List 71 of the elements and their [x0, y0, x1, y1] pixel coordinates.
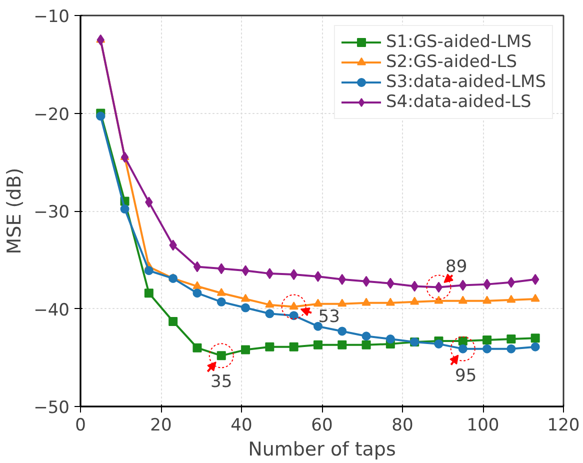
- legend-label: S4:data-aided-LS: [386, 92, 532, 112]
- point: [96, 112, 106, 121]
- y-tick-label: −40: [34, 300, 70, 320]
- point: [144, 266, 154, 276]
- point: [192, 281, 202, 290]
- annotation: 53: [318, 307, 340, 328]
- point: [193, 261, 202, 272]
- point: [434, 339, 444, 348]
- point: [434, 296, 444, 304]
- point: [338, 340, 347, 350]
- point: [265, 342, 274, 352]
- legend-label: S2:GS-aided-LS: [386, 52, 517, 72]
- point: [362, 298, 371, 306]
- y-axis-title: MSE (dB): [4, 168, 26, 254]
- point: [530, 334, 540, 343]
- point: [362, 332, 371, 341]
- x-tick-label: 120: [547, 416, 580, 436]
- point: [289, 342, 298, 352]
- point: [144, 288, 154, 298]
- point: [338, 298, 347, 307]
- legend-label: S3:data-aided-LMS: [386, 72, 546, 92]
- x-tick-label: 80: [392, 416, 414, 436]
- annotation: 89: [446, 256, 468, 277]
- x-tick-label: 40: [230, 416, 252, 436]
- point: [216, 288, 226, 296]
- point: [265, 309, 274, 318]
- point: [410, 296, 420, 305]
- point: [530, 342, 540, 352]
- point: [386, 298, 395, 306]
- point: [458, 296, 468, 304]
- point: [290, 269, 298, 280]
- y-tick-label: −10: [34, 7, 70, 27]
- point: [338, 326, 347, 336]
- point: [362, 340, 371, 350]
- point: [241, 294, 250, 302]
- point: [192, 343, 202, 352]
- legend-label: S1:GS-aided-LMS: [386, 32, 532, 52]
- y-tick-label: −50: [34, 398, 70, 418]
- point: [168, 316, 178, 326]
- point: [241, 345, 250, 354]
- x-axis-title: Number of taps: [248, 438, 396, 460]
- point: [313, 322, 322, 331]
- x-tick-label: 0: [75, 416, 86, 436]
- point: [506, 334, 516, 344]
- annotation: 95: [455, 366, 477, 386]
- point: [482, 296, 492, 304]
- point: [241, 303, 250, 312]
- point: [266, 268, 274, 280]
- annotation: 35: [210, 372, 232, 392]
- x-tick-label: 100: [466, 416, 500, 436]
- x-tick-label: 60: [311, 416, 333, 436]
- point: [531, 274, 540, 285]
- point: [265, 300, 274, 308]
- point: [120, 204, 130, 214]
- y-tick-label: −20: [34, 104, 70, 125]
- point: [482, 344, 492, 354]
- point: [507, 276, 516, 288]
- point: [362, 276, 370, 287]
- point: [120, 152, 129, 163]
- y-tick-label: −30: [34, 202, 70, 222]
- point: [216, 297, 226, 306]
- point: [313, 298, 322, 307]
- point: [192, 288, 202, 298]
- point: [386, 334, 395, 344]
- point: [506, 344, 516, 354]
- point: [482, 336, 492, 345]
- point: [530, 294, 540, 302]
- point: [313, 340, 322, 350]
- point: [289, 311, 298, 320]
- point: [506, 294, 516, 303]
- x-tick-label: 20: [150, 416, 172, 436]
